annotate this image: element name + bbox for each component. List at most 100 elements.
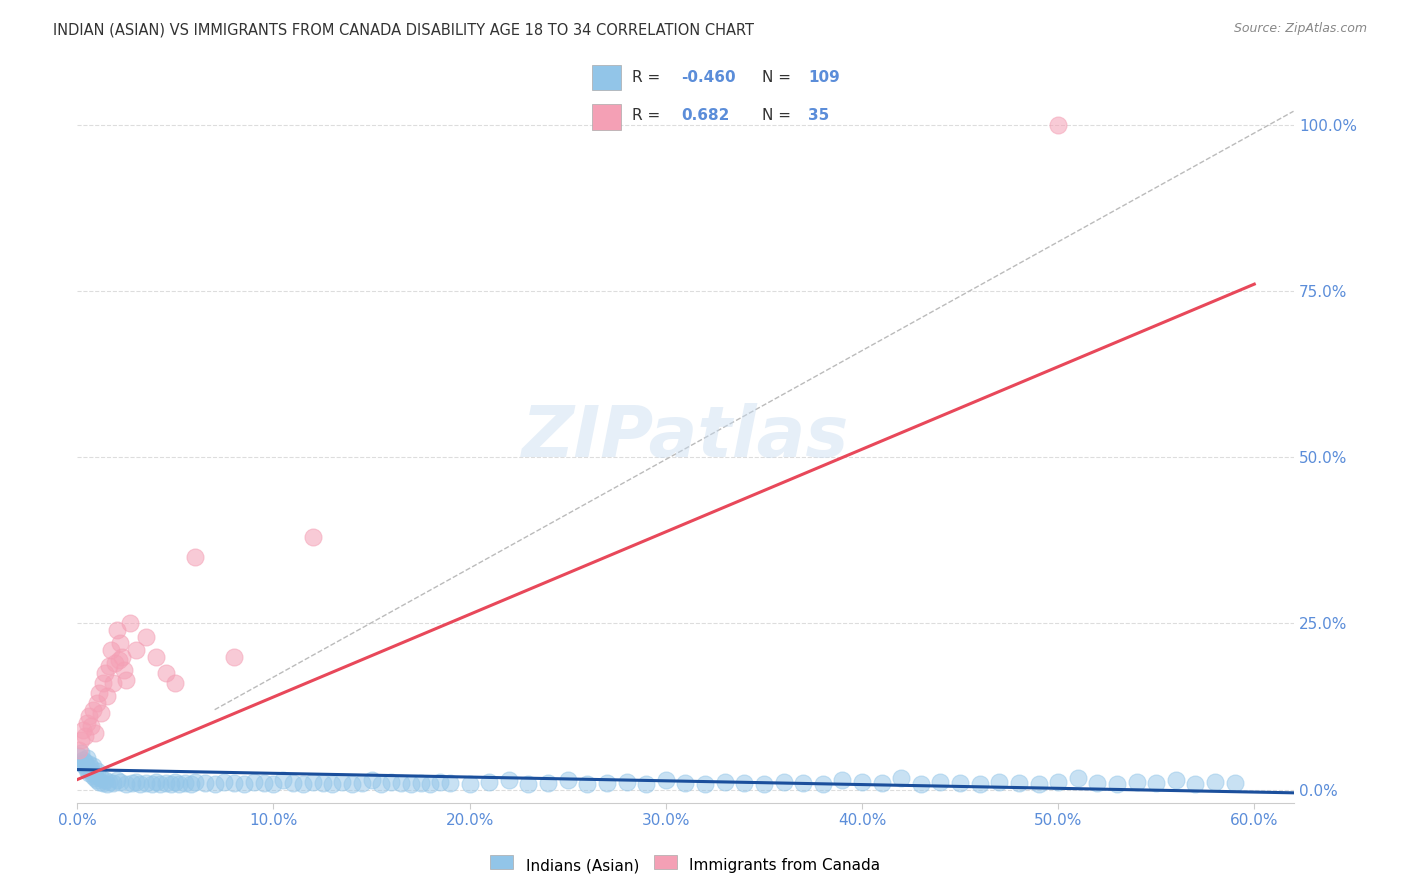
Point xyxy=(321,777,343,791)
Point xyxy=(135,630,157,644)
Point xyxy=(87,686,110,700)
Point xyxy=(1028,777,1050,791)
Point xyxy=(537,776,560,790)
Point xyxy=(70,746,93,760)
Point xyxy=(301,530,323,544)
Point xyxy=(82,769,104,783)
Point xyxy=(115,673,138,687)
Point xyxy=(498,772,520,787)
Point xyxy=(263,777,285,791)
Point xyxy=(129,777,152,791)
Point xyxy=(180,777,202,791)
Point xyxy=(75,759,97,773)
Point xyxy=(301,774,323,789)
Point xyxy=(233,777,256,791)
Point xyxy=(291,777,314,791)
Point xyxy=(94,666,117,681)
Text: Source: ZipAtlas.com: Source: ZipAtlas.com xyxy=(1233,22,1367,36)
Bar xyxy=(592,64,621,90)
Point xyxy=(870,776,893,790)
Point xyxy=(91,776,114,790)
Point xyxy=(184,774,207,789)
Point xyxy=(1223,776,1246,790)
Point xyxy=(636,777,658,791)
Point xyxy=(70,756,93,770)
Point xyxy=(360,772,382,787)
Point xyxy=(110,774,132,789)
Point xyxy=(111,649,134,664)
Point xyxy=(86,772,108,787)
Point xyxy=(243,774,266,789)
Point xyxy=(80,764,103,778)
Point xyxy=(224,776,246,790)
Point xyxy=(84,768,107,782)
Point xyxy=(165,676,187,690)
Point xyxy=(125,643,148,657)
Point xyxy=(77,765,100,780)
Point xyxy=(72,757,94,772)
Bar xyxy=(592,104,621,130)
Point xyxy=(72,753,94,767)
Point xyxy=(224,649,246,664)
Point xyxy=(94,772,117,787)
Legend: Indians (Asian), Immigrants from Canada: Indians (Asian), Immigrants from Canada xyxy=(484,852,887,880)
Point xyxy=(96,690,118,704)
Point xyxy=(169,777,191,791)
Point xyxy=(80,761,103,775)
Point xyxy=(419,777,441,791)
Point xyxy=(517,777,540,791)
Point xyxy=(458,777,481,791)
Point xyxy=(772,774,794,789)
Point xyxy=(101,676,124,690)
Point xyxy=(97,659,120,673)
Point xyxy=(1105,777,1128,791)
Point xyxy=(76,716,98,731)
Point xyxy=(141,777,163,791)
Text: R =: R = xyxy=(633,70,661,85)
Point xyxy=(76,750,98,764)
Point xyxy=(115,777,138,791)
Point xyxy=(311,776,333,790)
Text: R =: R = xyxy=(633,108,661,123)
Point xyxy=(91,676,114,690)
Point xyxy=(616,774,638,789)
Point xyxy=(149,777,172,791)
Point xyxy=(596,776,619,790)
Point xyxy=(90,706,112,720)
Point xyxy=(253,776,276,790)
Point xyxy=(77,709,100,723)
Point xyxy=(165,774,187,789)
Point xyxy=(72,723,94,737)
Point xyxy=(1184,777,1206,791)
Point xyxy=(214,774,236,789)
Point xyxy=(330,774,353,789)
Point xyxy=(155,776,177,790)
Text: 109: 109 xyxy=(808,70,839,85)
Point xyxy=(399,777,422,791)
Point xyxy=(655,772,678,787)
Point xyxy=(910,777,932,791)
Point xyxy=(75,729,97,743)
Point xyxy=(1144,776,1167,790)
Point xyxy=(350,776,373,790)
Point xyxy=(949,776,972,790)
Point xyxy=(851,774,873,789)
Point xyxy=(96,777,118,791)
Point xyxy=(281,776,304,790)
Point xyxy=(155,666,177,681)
Point xyxy=(107,653,129,667)
Point xyxy=(693,777,716,791)
Point xyxy=(112,663,135,677)
Point xyxy=(969,777,991,791)
Point xyxy=(82,759,104,773)
Point xyxy=(733,776,755,790)
Point xyxy=(1164,772,1187,787)
Point xyxy=(811,777,834,791)
Point xyxy=(70,732,93,747)
Point xyxy=(478,774,501,789)
Text: N =: N = xyxy=(762,108,792,123)
Point xyxy=(87,774,110,789)
Point xyxy=(380,774,402,789)
Point xyxy=(271,772,294,787)
Point xyxy=(557,772,579,787)
